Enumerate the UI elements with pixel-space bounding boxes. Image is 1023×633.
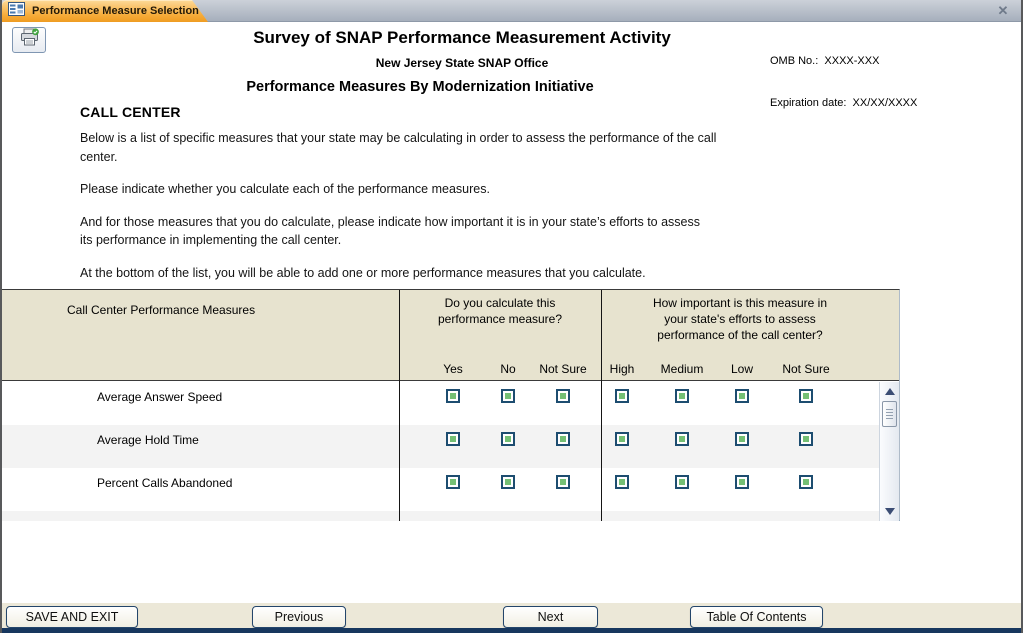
table-row: Percent Calls Abandoned	[2, 468, 879, 511]
tab-title: Performance Measure Selection	[32, 4, 199, 17]
measures-table: Call Center Performance Measures Do you …	[2, 289, 900, 521]
table-of-contents-button[interactable]: Table Of Contents	[690, 606, 823, 628]
intro-paragraph: And for those measures that you do calcu…	[80, 214, 701, 248]
intro-paragraph: Please indicate whether you calculate ea…	[80, 182, 490, 196]
checkbox-importance-medium[interactable]	[675, 475, 689, 489]
section-heading: CALL CENTER	[80, 104, 181, 120]
option-label-no: No	[500, 362, 516, 376]
option-label-not-sure: Not Sure	[782, 362, 830, 376]
column-divider	[399, 290, 400, 521]
checkbox-calc-no[interactable]	[501, 475, 515, 489]
checkbox-importance-not-sure[interactable]	[799, 475, 813, 489]
scroll-up-icon[interactable]	[880, 384, 899, 398]
checkbox-calc-yes[interactable]	[446, 432, 460, 446]
office-subtitle: New Jersey State SNAP Office	[375, 56, 549, 70]
previous-button[interactable]: Previous	[252, 606, 346, 628]
close-icon[interactable]: ✕	[997, 3, 1009, 18]
checkbox-importance-medium[interactable]	[675, 432, 689, 446]
tab-performance-measure-selection[interactable]: Performance Measure Selection	[2, 0, 208, 22]
header-group: Survey of SNAP Performance Measurement A…	[2, 28, 922, 95]
intro-paragraph: At the bottom of the list, you will be a…	[80, 265, 646, 280]
vertical-scrollbar[interactable]	[879, 382, 899, 521]
omb-expiration: Expiration date: XX/XX/XXXX	[770, 97, 918, 109]
measure-label: Average Answer Speed	[97, 390, 223, 404]
table-row: Average Hold Time	[2, 425, 879, 468]
checkbox-calc-yes[interactable]	[446, 475, 460, 489]
checkbox-importance-not-sure[interactable]	[799, 432, 813, 446]
checkbox-importance-high[interactable]	[615, 432, 629, 446]
measure-label: Percent Calls Abandoned	[97, 476, 233, 490]
checkbox-importance-high[interactable]	[615, 389, 629, 403]
table-row-partial	[2, 511, 879, 521]
checkbox-calc-not-sure[interactable]	[556, 432, 570, 446]
checkbox-calc-yes[interactable]	[446, 389, 460, 403]
intro-paragraph: Below is a list of specific measures tha…	[80, 131, 717, 164]
scroll-down-icon[interactable]	[880, 504, 899, 518]
option-label-yes: Yes	[443, 362, 463, 376]
printer-icon	[19, 28, 40, 52]
col-header-calculate: Do you calculate this performance measur…	[437, 296, 563, 326]
omb-info: OMB No.: XXXX-XXX Expiration date: XX/XX…	[770, 26, 917, 138]
page-title: Survey of SNAP Performance Measurement A…	[253, 28, 671, 47]
checkbox-calc-not-sure[interactable]	[556, 389, 570, 403]
section-title: Performance Measures By Modernization In…	[246, 79, 594, 95]
option-label-low: Low	[730, 362, 754, 376]
checkbox-calc-no[interactable]	[501, 389, 515, 403]
option-label-medium: Medium	[660, 362, 704, 376]
column-divider	[601, 290, 602, 521]
table-header: Call Center Performance Measures Do you …	[2, 290, 899, 381]
call-center-section: CALL CENTER Below is a list of specific …	[80, 104, 880, 282]
option-label-high: High	[609, 362, 635, 376]
tab-bar: Performance Measure Selection ✕	[2, 0, 1021, 22]
col-header-measures: Call Center Performance Measures	[67, 303, 256, 317]
intro-paragraphs: Below is a list of specific measures tha…	[80, 129, 880, 282]
save-and-exit-button[interactable]: SAVE AND EXIT	[6, 606, 138, 628]
option-label-not-sure: Not Sure	[539, 362, 587, 376]
window-bottom-edge	[2, 628, 1021, 633]
checkbox-importance-low[interactable]	[735, 475, 749, 489]
col-header-importance: How important is this measure in your st…	[652, 296, 828, 342]
form-icon	[8, 2, 25, 21]
checkbox-calc-not-sure[interactable]	[556, 475, 570, 489]
scrollbar-thumb[interactable]	[882, 401, 897, 427]
table-body: Average Answer Speed Average Hold Time Per…	[2, 382, 879, 521]
omb-number: OMB No.: XXXX-XXX	[770, 55, 880, 67]
table-row: Average Answer Speed	[2, 382, 879, 425]
checkbox-importance-low[interactable]	[735, 389, 749, 403]
next-button[interactable]: Next	[503, 606, 598, 628]
print-button[interactable]	[12, 27, 46, 53]
checkbox-importance-medium[interactable]	[675, 389, 689, 403]
checkbox-calc-no[interactable]	[501, 432, 515, 446]
measure-label: Average Hold Time	[97, 433, 199, 447]
checkbox-importance-low[interactable]	[735, 432, 749, 446]
checkbox-importance-high[interactable]	[615, 475, 629, 489]
checkbox-importance-not-sure[interactable]	[799, 389, 813, 403]
